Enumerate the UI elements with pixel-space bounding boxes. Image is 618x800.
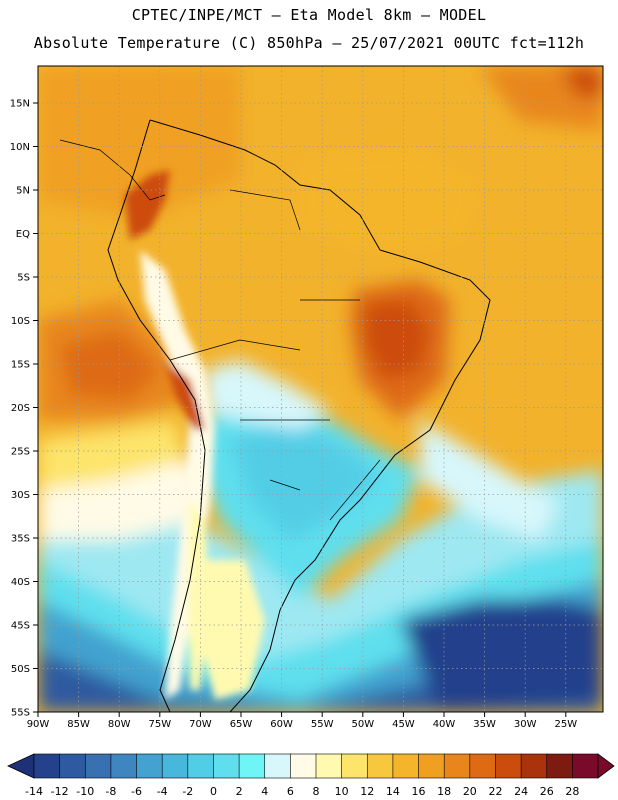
lat-label: 45S [11, 621, 30, 632]
colorbar-label: -14 [25, 785, 43, 798]
lon-label: 55W [311, 719, 334, 730]
colorbar-swatch [418, 753, 445, 779]
lon-label: 75W [148, 719, 171, 730]
lat-label: 35S [11, 534, 30, 545]
lon-label: 25W [554, 719, 577, 730]
colorbar-label: 18 [437, 785, 451, 798]
lat-label: 5N [16, 186, 30, 197]
lon-label: 70W [189, 719, 212, 730]
map-frame [37, 65, 604, 713]
lon-label: 45W [392, 719, 415, 730]
lat-label: 10S [11, 316, 30, 327]
lon-label: 60W [270, 719, 293, 730]
colorbar-swatch [290, 753, 317, 779]
colorbar-swatch [443, 753, 471, 779]
colorbar-label: -12 [51, 785, 69, 798]
lon-label: 90W [27, 719, 50, 730]
colorbar-label: 12 [360, 785, 374, 798]
lat-label: 15N [10, 99, 30, 110]
lat-label: 5S [17, 273, 30, 284]
colorbar-swatch [469, 753, 497, 779]
colorbar-swatch [495, 753, 522, 779]
colorbar-swatch [33, 753, 61, 779]
colorbar-swatch [187, 753, 215, 779]
title-line-1: CPTEC/INPE/MCT – Eta Model 8km – MODEL [131, 6, 487, 24]
lat-label: 20S [11, 403, 30, 414]
colorbar-label: 10 [335, 785, 349, 798]
lat-label: 50S [11, 664, 30, 675]
colorbar-label: 6 [287, 785, 294, 798]
colorbar-swatch [341, 753, 368, 779]
longitude-labels: 90W 85W 80W 75W 70W 65W 60W 55W 50W 45W 40W 35W 30W 2… [27, 712, 577, 730]
colorbar-swatch [110, 753, 138, 779]
colorbar-label: 8 [313, 785, 320, 798]
lat-label: 15S [11, 360, 30, 371]
colorbar: -14 -12 -10 -8 -6 -4 -2 0 2 4 6 8 10 12 14 16 18 20 22 24 26… [7, 753, 615, 798]
colorbar-label: 14 [386, 785, 400, 798]
colorbar-swatch [213, 753, 240, 779]
colorbar-label: -8 [105, 785, 116, 798]
colorbar-swatch [136, 753, 163, 779]
lon-label: 40W [433, 719, 456, 730]
lon-label: 30W [514, 719, 537, 730]
latitude-labels: 15N 10N 5N EQ 5S 10S 15S 20S 25S 30S 35S 40S 45S 50S 5… [10, 99, 38, 719]
lon-label: 80W [108, 719, 131, 730]
colorbar-swatch [546, 753, 573, 779]
colorbar-label: 28 [565, 785, 579, 798]
colorbar-swatch [366, 753, 394, 779]
colorbar-label: -4 [157, 785, 168, 798]
temperature-field [38, 66, 603, 712]
colorbar-left-arrow [7, 753, 35, 779]
lat-label: EQ [16, 229, 30, 240]
colorbar-label: 2 [236, 785, 243, 798]
colorbar-label: 24 [514, 785, 528, 798]
colorbar-label: 16 [412, 785, 426, 798]
colorbar-label: 22 [488, 785, 502, 798]
lat-label: 30S [11, 490, 30, 501]
colorbar-swatch [392, 753, 420, 779]
lat-label: 40S [11, 577, 30, 588]
colorbar-label: 26 [540, 785, 554, 798]
title-line-2: Absolute Temperature (C) 850hPa – 25/07/… [33, 34, 585, 52]
colorbar-swatch [264, 753, 291, 779]
colorbar-label: -2 [182, 785, 193, 798]
colorbar-label: 4 [261, 785, 268, 798]
colorbar-swatch [238, 753, 266, 779]
colorbar-swatch [572, 753, 599, 779]
lat-label: 25S [11, 447, 30, 458]
colorbar-label: -10 [76, 785, 94, 798]
colorbar-swatch [161, 753, 189, 779]
lon-label: 65W [230, 719, 253, 730]
colorbar-swatch [59, 753, 86, 779]
colorbar-swatch [520, 753, 548, 779]
colorbar-label: 20 [463, 785, 477, 798]
lon-label: 35W [473, 719, 496, 730]
colorbar-swatch [84, 753, 112, 779]
colorbar-right-arrow [597, 753, 615, 779]
colorbar-label: -6 [131, 785, 142, 798]
lat-label: 55S [11, 708, 30, 719]
lon-label: 50W [351, 719, 374, 730]
colorbar-swatch [315, 753, 343, 779]
lon-label: 85W [67, 719, 90, 730]
lat-label: 10N [10, 142, 30, 153]
colorbar-label: 0 [210, 785, 217, 798]
